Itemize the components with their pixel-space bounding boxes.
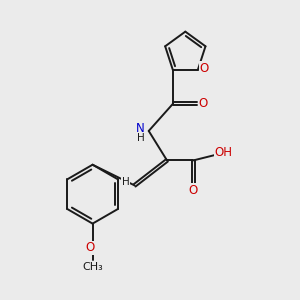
Text: N: N	[136, 122, 145, 135]
Text: H: H	[136, 133, 144, 143]
Text: OH: OH	[214, 146, 232, 159]
Text: O: O	[189, 184, 198, 197]
Text: O: O	[198, 97, 208, 110]
Text: CH₃: CH₃	[82, 262, 103, 272]
Text: O: O	[200, 62, 209, 75]
Text: O: O	[85, 241, 94, 254]
Text: H: H	[122, 178, 130, 188]
